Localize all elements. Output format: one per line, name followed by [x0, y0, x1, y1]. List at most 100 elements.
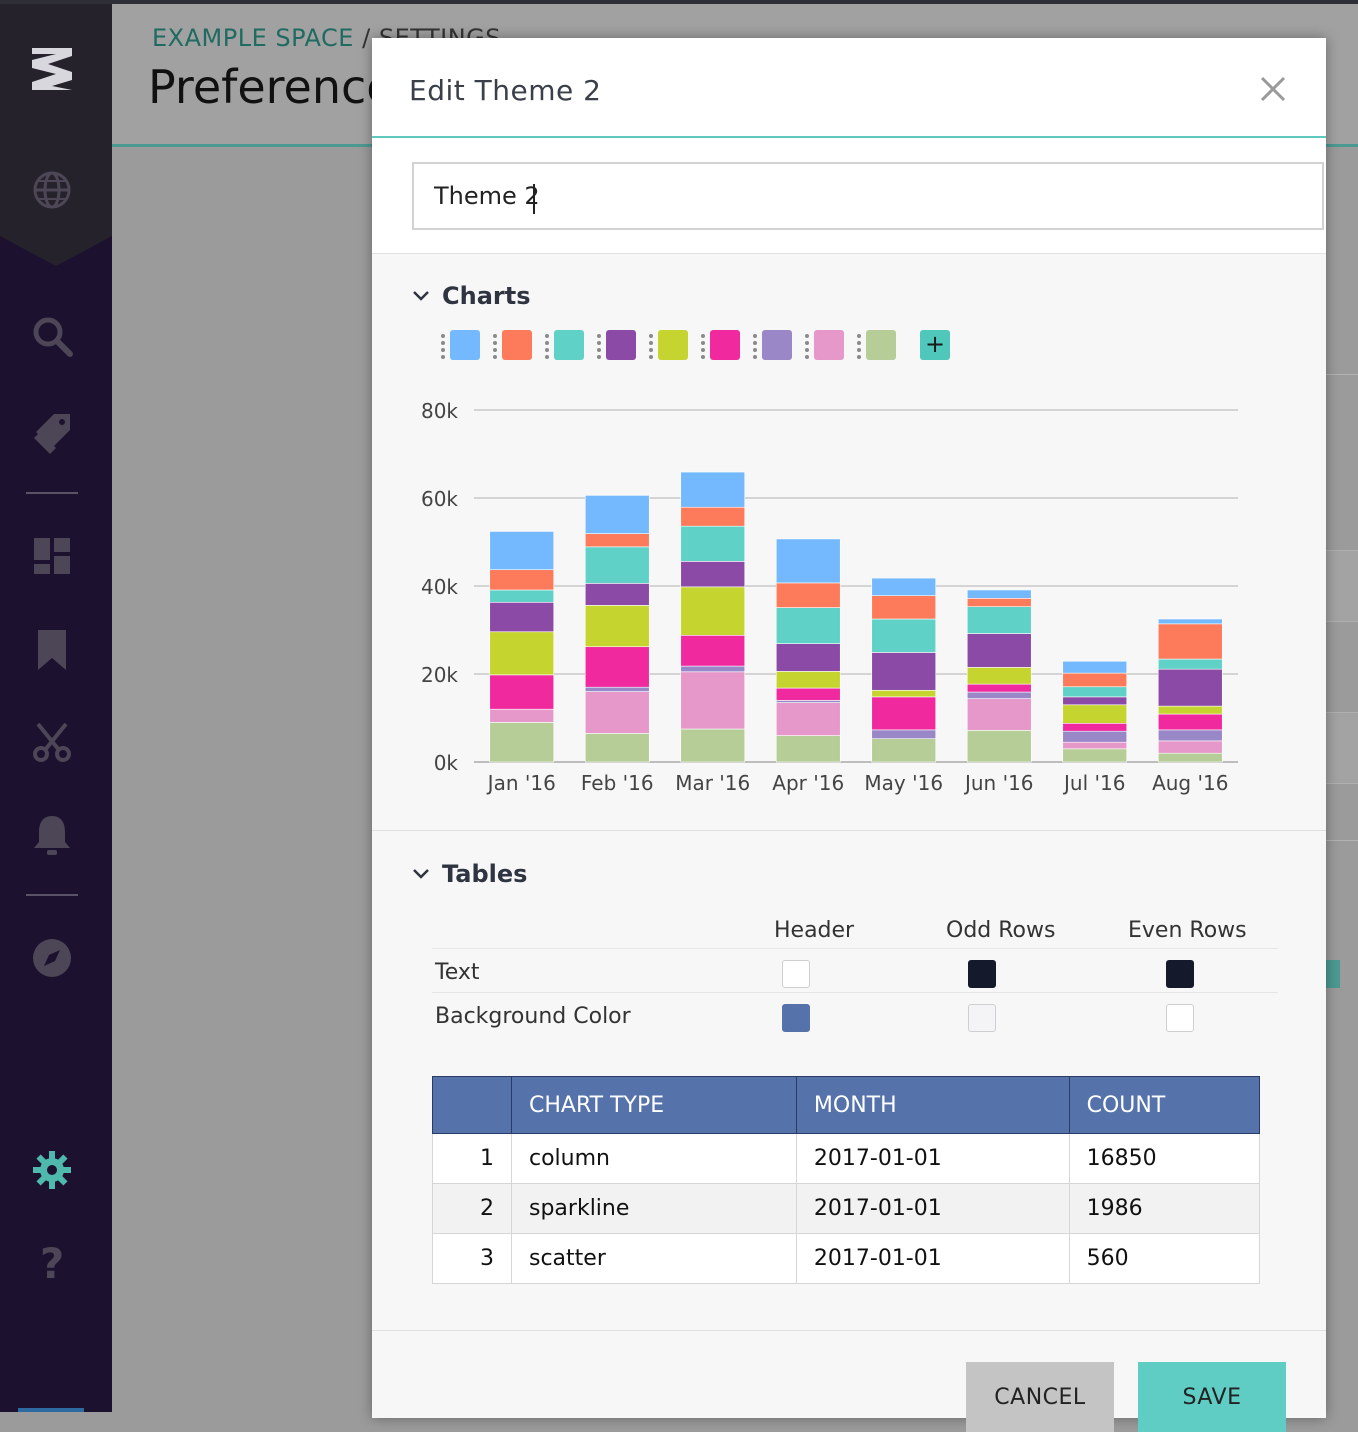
- sidebar-active-indicator: [18, 1408, 84, 1412]
- bar-segment: [1157, 729, 1223, 742]
- bar-segment: [1157, 658, 1223, 670]
- bar-segment: [871, 652, 937, 691]
- index-column-header: [432, 1076, 512, 1134]
- drag-handle-icon[interactable]: [804, 333, 810, 359]
- bar-segment: [1062, 672, 1128, 688]
- bar-segment: [775, 582, 841, 608]
- globe-icon[interactable]: [26, 164, 78, 216]
- bar-segment: [584, 583, 650, 606]
- bar-segment: [775, 607, 841, 644]
- gear-icon[interactable]: [26, 1144, 78, 1196]
- drag-handle-icon[interactable]: [752, 333, 758, 359]
- background-card: [1322, 712, 1358, 784]
- palette-color-swatch[interactable]: [658, 330, 688, 360]
- bar-segment: [966, 730, 1032, 763]
- y-tick-label: 0k: [434, 751, 459, 775]
- bar-segment: [775, 671, 841, 689]
- bar-segment: [680, 728, 746, 763]
- palette-color-swatch[interactable]: [866, 330, 896, 360]
- cancel-button[interactable]: CANCEL: [966, 1362, 1114, 1432]
- table-row: 1 column 2017-01-01 16850: [432, 1133, 1261, 1184]
- bar-segment: [1062, 730, 1128, 743]
- chart-type-cell: scatter: [511, 1233, 797, 1284]
- edit-theme-modal: Edit Theme 2 Charts + 0k 20k 40k 60k 80k Jan …: [372, 38, 1326, 1432]
- bell-icon[interactable]: [26, 808, 78, 860]
- bar-segment: [680, 471, 746, 508]
- odd-rows-text-color-swatch[interactable]: [968, 960, 996, 988]
- column-even-rows-label: Even Rows: [1128, 918, 1247, 943]
- search-icon[interactable]: [26, 310, 78, 362]
- drag-handle-icon[interactable]: [648, 333, 654, 359]
- palette-color-swatch[interactable]: [710, 330, 740, 360]
- bar-segment: [489, 589, 555, 603]
- palette-color-swatch[interactable]: [606, 330, 636, 360]
- bar-segment: [680, 665, 746, 673]
- drag-handle-icon[interactable]: [700, 333, 706, 359]
- charts-section-toggle[interactable]: Charts: [412, 282, 531, 310]
- add-color-button[interactable]: +: [920, 330, 950, 360]
- even-rows-background-color-swatch[interactable]: [1166, 1004, 1194, 1032]
- drag-handle-icon[interactable]: [856, 333, 862, 359]
- drag-handle-icon[interactable]: [596, 333, 602, 359]
- x-tick-label: Apr '16: [772, 771, 844, 795]
- tag-icon[interactable]: [26, 406, 78, 458]
- odd-rows-background-color-swatch[interactable]: [968, 1004, 996, 1032]
- svg-text:?: ?: [40, 1240, 64, 1284]
- table-theme-preview: CHART TYPE MONTH COUNT 1 column 2017-01-…: [432, 1076, 1261, 1284]
- even-rows-text-color-swatch[interactable]: [1166, 960, 1194, 988]
- bar-segment: [1157, 623, 1223, 660]
- bar-segment: [966, 683, 1032, 693]
- palette-color-swatch[interactable]: [450, 330, 480, 360]
- header-background-color-swatch[interactable]: [782, 1004, 810, 1032]
- bar-segment: [871, 696, 937, 731]
- header-text-color-swatch[interactable]: [782, 960, 810, 988]
- bar-segment: [1157, 752, 1223, 763]
- bar-segment: [584, 533, 650, 548]
- x-tick-label: Feb '16: [581, 771, 654, 795]
- bar-segment: [775, 702, 841, 736]
- drag-handle-icon[interactable]: [544, 333, 550, 359]
- theme-name-section: [372, 138, 1326, 254]
- bar-segment: [584, 733, 650, 763]
- palette-color-swatch[interactable]: [554, 330, 584, 360]
- sidebar-divider: [26, 894, 78, 896]
- theme-name-input[interactable]: [412, 162, 1324, 230]
- scissors-icon[interactable]: [26, 716, 78, 768]
- close-icon[interactable]: [1258, 74, 1288, 104]
- bookmark-icon[interactable]: [26, 624, 78, 676]
- background-divider: [1312, 840, 1358, 841]
- bar-segment: [1062, 660, 1128, 674]
- bar-segment: [1157, 705, 1223, 715]
- breadcrumb-space[interactable]: EXAMPLE SPACE: [152, 24, 354, 52]
- bar-segment: [489, 569, 555, 591]
- sidebar: ?: [0, 4, 112, 1412]
- bar-segment: [871, 738, 937, 763]
- table-settings-divider: [432, 948, 1278, 949]
- x-tick-label: May '16: [864, 771, 943, 795]
- dashboard-icon[interactable]: [26, 530, 78, 582]
- palette-color-swatch[interactable]: [762, 330, 792, 360]
- drag-handle-icon[interactable]: [440, 333, 446, 359]
- app-logo-icon[interactable]: [26, 42, 78, 94]
- tables-section-toggle[interactable]: Tables: [412, 860, 527, 888]
- bar-segment: [680, 506, 746, 527]
- background-button: [1326, 960, 1340, 988]
- bar-segment: [1062, 704, 1128, 724]
- tables-section-label: Tables: [442, 860, 528, 888]
- palette-color-swatch[interactable]: [502, 330, 532, 360]
- bar-segment: [1157, 713, 1223, 731]
- bar-segment: [584, 686, 650, 692]
- column-header-label: Header: [774, 918, 855, 943]
- sidebar-divider: [26, 492, 78, 494]
- compass-icon[interactable]: [26, 932, 78, 984]
- x-tick-label: Jun '16: [963, 771, 1034, 795]
- help-icon[interactable]: ?: [26, 1236, 78, 1288]
- month-cell: 2017-01-01: [795, 1183, 1070, 1234]
- drag-handle-icon[interactable]: [492, 333, 498, 359]
- save-button[interactable]: SAVE: [1138, 1362, 1286, 1432]
- y-tick-label: 20k: [421, 663, 458, 687]
- background-divider: [1312, 374, 1358, 375]
- palette-color-swatch[interactable]: [814, 330, 844, 360]
- row-index: 2: [432, 1183, 512, 1234]
- chart-type-cell: column: [511, 1133, 797, 1184]
